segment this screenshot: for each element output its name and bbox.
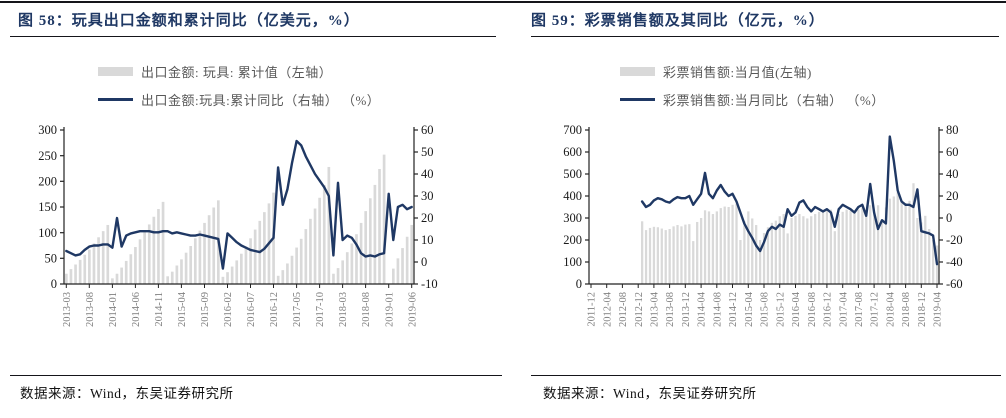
svg-text:2015-12: 2015-12 <box>775 292 786 327</box>
svg-text:2017-10: 2017-10 <box>315 292 326 327</box>
legend-line-label: 彩票销售额:当月同比（右轴） （%） <box>663 92 885 108</box>
svg-text:2017-12: 2017-12 <box>870 292 881 327</box>
svg-text:2013-08: 2013-08 <box>85 292 96 327</box>
toy-export-chart: 0 50 100 150 200 250 300 -10 0 10 20 30 40 50 60 2013-0… <box>38 123 438 327</box>
legend-bar-label: 出口金额: 玩具: 累计值（左轴） <box>141 64 333 80</box>
svg-text:2016-04: 2016-04 <box>791 291 802 327</box>
svg-text:-60: -60 <box>946 277 963 291</box>
svg-text:2019-04: 2019-04 <box>933 291 944 327</box>
legend-line-label: 出口金额:玩具:累计同比（右轴） （%） <box>141 92 381 108</box>
svg-text:2018-04: 2018-04 <box>885 291 896 327</box>
svg-text:2015-04: 2015-04 <box>177 291 188 327</box>
svg-text:300: 300 <box>38 123 57 137</box>
svg-text:2019-01: 2019-01 <box>384 292 395 327</box>
svg-text:2018-03: 2018-03 <box>338 292 349 327</box>
svg-text:400: 400 <box>563 189 582 203</box>
svg-text:20: 20 <box>946 189 959 203</box>
svg-text:2013-04: 2013-04 <box>650 291 661 327</box>
svg-text:2017-08: 2017-08 <box>854 292 865 327</box>
figure-59-title: 图 59：彩票销售额及其同比（亿元，%） <box>531 13 825 29</box>
bar-swatch-icon <box>620 66 655 76</box>
svg-text:30: 30 <box>421 189 434 203</box>
svg-text:2013-12: 2013-12 <box>681 292 692 327</box>
svg-text:40: 40 <box>421 167 434 181</box>
svg-text:2014-11: 2014-11 <box>154 292 165 327</box>
figure-58-bottom-rule <box>10 375 502 376</box>
legend-item-bar: 彩票销售额:当月值(左轴) <box>620 60 885 82</box>
svg-text:2017-04: 2017-04 <box>838 291 849 327</box>
svg-text:200: 200 <box>563 233 582 247</box>
svg-text:-40: -40 <box>946 255 963 269</box>
line-swatch-icon <box>620 97 655 101</box>
svg-text:2015-08: 2015-08 <box>760 292 771 327</box>
legend-item-line: 彩票销售额:当月同比（右轴） （%） <box>620 88 885 110</box>
figure-58-title: 图 58：玩具出口金额和累计同比（亿美元，%） <box>18 13 360 29</box>
figure-59-panel: 图 59：彩票销售额及其同比（亿元，%） 彩票销售额:当月值(左轴) 彩票销售额… <box>503 0 1006 418</box>
svg-text:2011-12: 2011-12 <box>587 292 598 327</box>
svg-text:700: 700 <box>563 123 582 137</box>
svg-text:2018-12: 2018-12 <box>917 292 928 327</box>
svg-text:250: 250 <box>38 149 57 163</box>
figure-59-source: 数据来源：Wind，东吴证券研究所 <box>543 386 757 401</box>
svg-text:2017-05: 2017-05 <box>292 292 303 327</box>
svg-text:2013-08: 2013-08 <box>665 292 676 327</box>
svg-text:2014-04: 2014-04 <box>697 291 708 327</box>
svg-text:60: 60 <box>421 123 434 137</box>
svg-text:40: 40 <box>946 167 959 181</box>
svg-text:-10: -10 <box>421 277 438 291</box>
svg-text:80: 80 <box>946 123 959 137</box>
figure-59-bottom-rule <box>531 375 1001 376</box>
svg-text:2015-09: 2015-09 <box>200 292 211 327</box>
lottery-sales-chart: 0 100 200 300 400 500 600 700 -60 -40 -20 0 20 40 60 80… <box>563 123 963 327</box>
svg-text:2016-02: 2016-02 <box>223 292 234 327</box>
figure-59-title-rule <box>531 36 999 37</box>
svg-text:2015-04: 2015-04 <box>744 291 755 327</box>
svg-text:2012-04: 2012-04 <box>602 291 613 327</box>
svg-text:2012-08: 2012-08 <box>618 292 629 327</box>
svg-text:50: 50 <box>421 145 434 159</box>
svg-text:500: 500 <box>563 167 582 181</box>
figure-59-legend: 彩票销售额:当月值(左轴) 彩票销售额:当月同比（右轴） （%） <box>620 60 885 116</box>
svg-text:2019-06: 2019-06 <box>407 292 418 327</box>
bar-swatch-icon <box>98 66 133 76</box>
svg-text:150: 150 <box>38 200 57 214</box>
legend-item-line: 出口金额:玩具:累计同比（右轴） （%） <box>98 88 380 110</box>
svg-text:50: 50 <box>45 252 58 266</box>
svg-text:2012-12: 2012-12 <box>634 292 645 327</box>
svg-text:-20: -20 <box>946 233 963 247</box>
svg-text:2018-08: 2018-08 <box>361 292 372 327</box>
svg-text:60: 60 <box>946 145 959 159</box>
svg-text:2016-08: 2016-08 <box>807 292 818 327</box>
svg-text:0: 0 <box>421 255 427 269</box>
svg-text:2014-08: 2014-08 <box>712 292 723 327</box>
svg-text:2014-06: 2014-06 <box>131 292 142 327</box>
svg-text:2016-12: 2016-12 <box>269 292 280 327</box>
svg-text:100: 100 <box>563 255 582 269</box>
figure-58-panel: 图 58：玩具出口金额和累计同比（亿美元，%） 出口金额: 玩具: 累计值（左轴… <box>10 13 502 401</box>
legend-item-bar: 出口金额: 玩具: 累计值（左轴） <box>98 60 380 82</box>
figure-58-title-rule <box>10 36 496 37</box>
figure-58-source: 数据来源：Wind，东吴证券研究所 <box>20 386 234 401</box>
svg-text:200: 200 <box>38 175 57 189</box>
svg-text:2014-01: 2014-01 <box>108 292 119 327</box>
svg-text:20: 20 <box>421 211 434 225</box>
svg-text:100: 100 <box>38 226 57 240</box>
svg-text:300: 300 <box>563 211 582 225</box>
svg-text:0: 0 <box>51 277 57 291</box>
svg-text:2016-12: 2016-12 <box>823 292 834 327</box>
legend-bar-label: 彩票销售额:当月值(左轴) <box>663 64 812 80</box>
svg-text:600: 600 <box>563 145 582 159</box>
svg-text:2018-08: 2018-08 <box>901 292 912 327</box>
svg-text:2013-03: 2013-03 <box>62 292 73 327</box>
svg-text:2016-07: 2016-07 <box>246 292 257 327</box>
line-swatch-icon <box>98 97 133 101</box>
svg-text:0: 0 <box>946 211 952 225</box>
svg-text:2014-12: 2014-12 <box>728 292 739 327</box>
svg-text:0: 0 <box>576 277 582 291</box>
figure-top-border <box>0 1 1006 3</box>
svg-text:10: 10 <box>421 233 434 247</box>
figure-58-legend: 出口金额: 玩具: 累计值（左轴） 出口金额:玩具:累计同比（右轴） （%） <box>98 60 380 116</box>
